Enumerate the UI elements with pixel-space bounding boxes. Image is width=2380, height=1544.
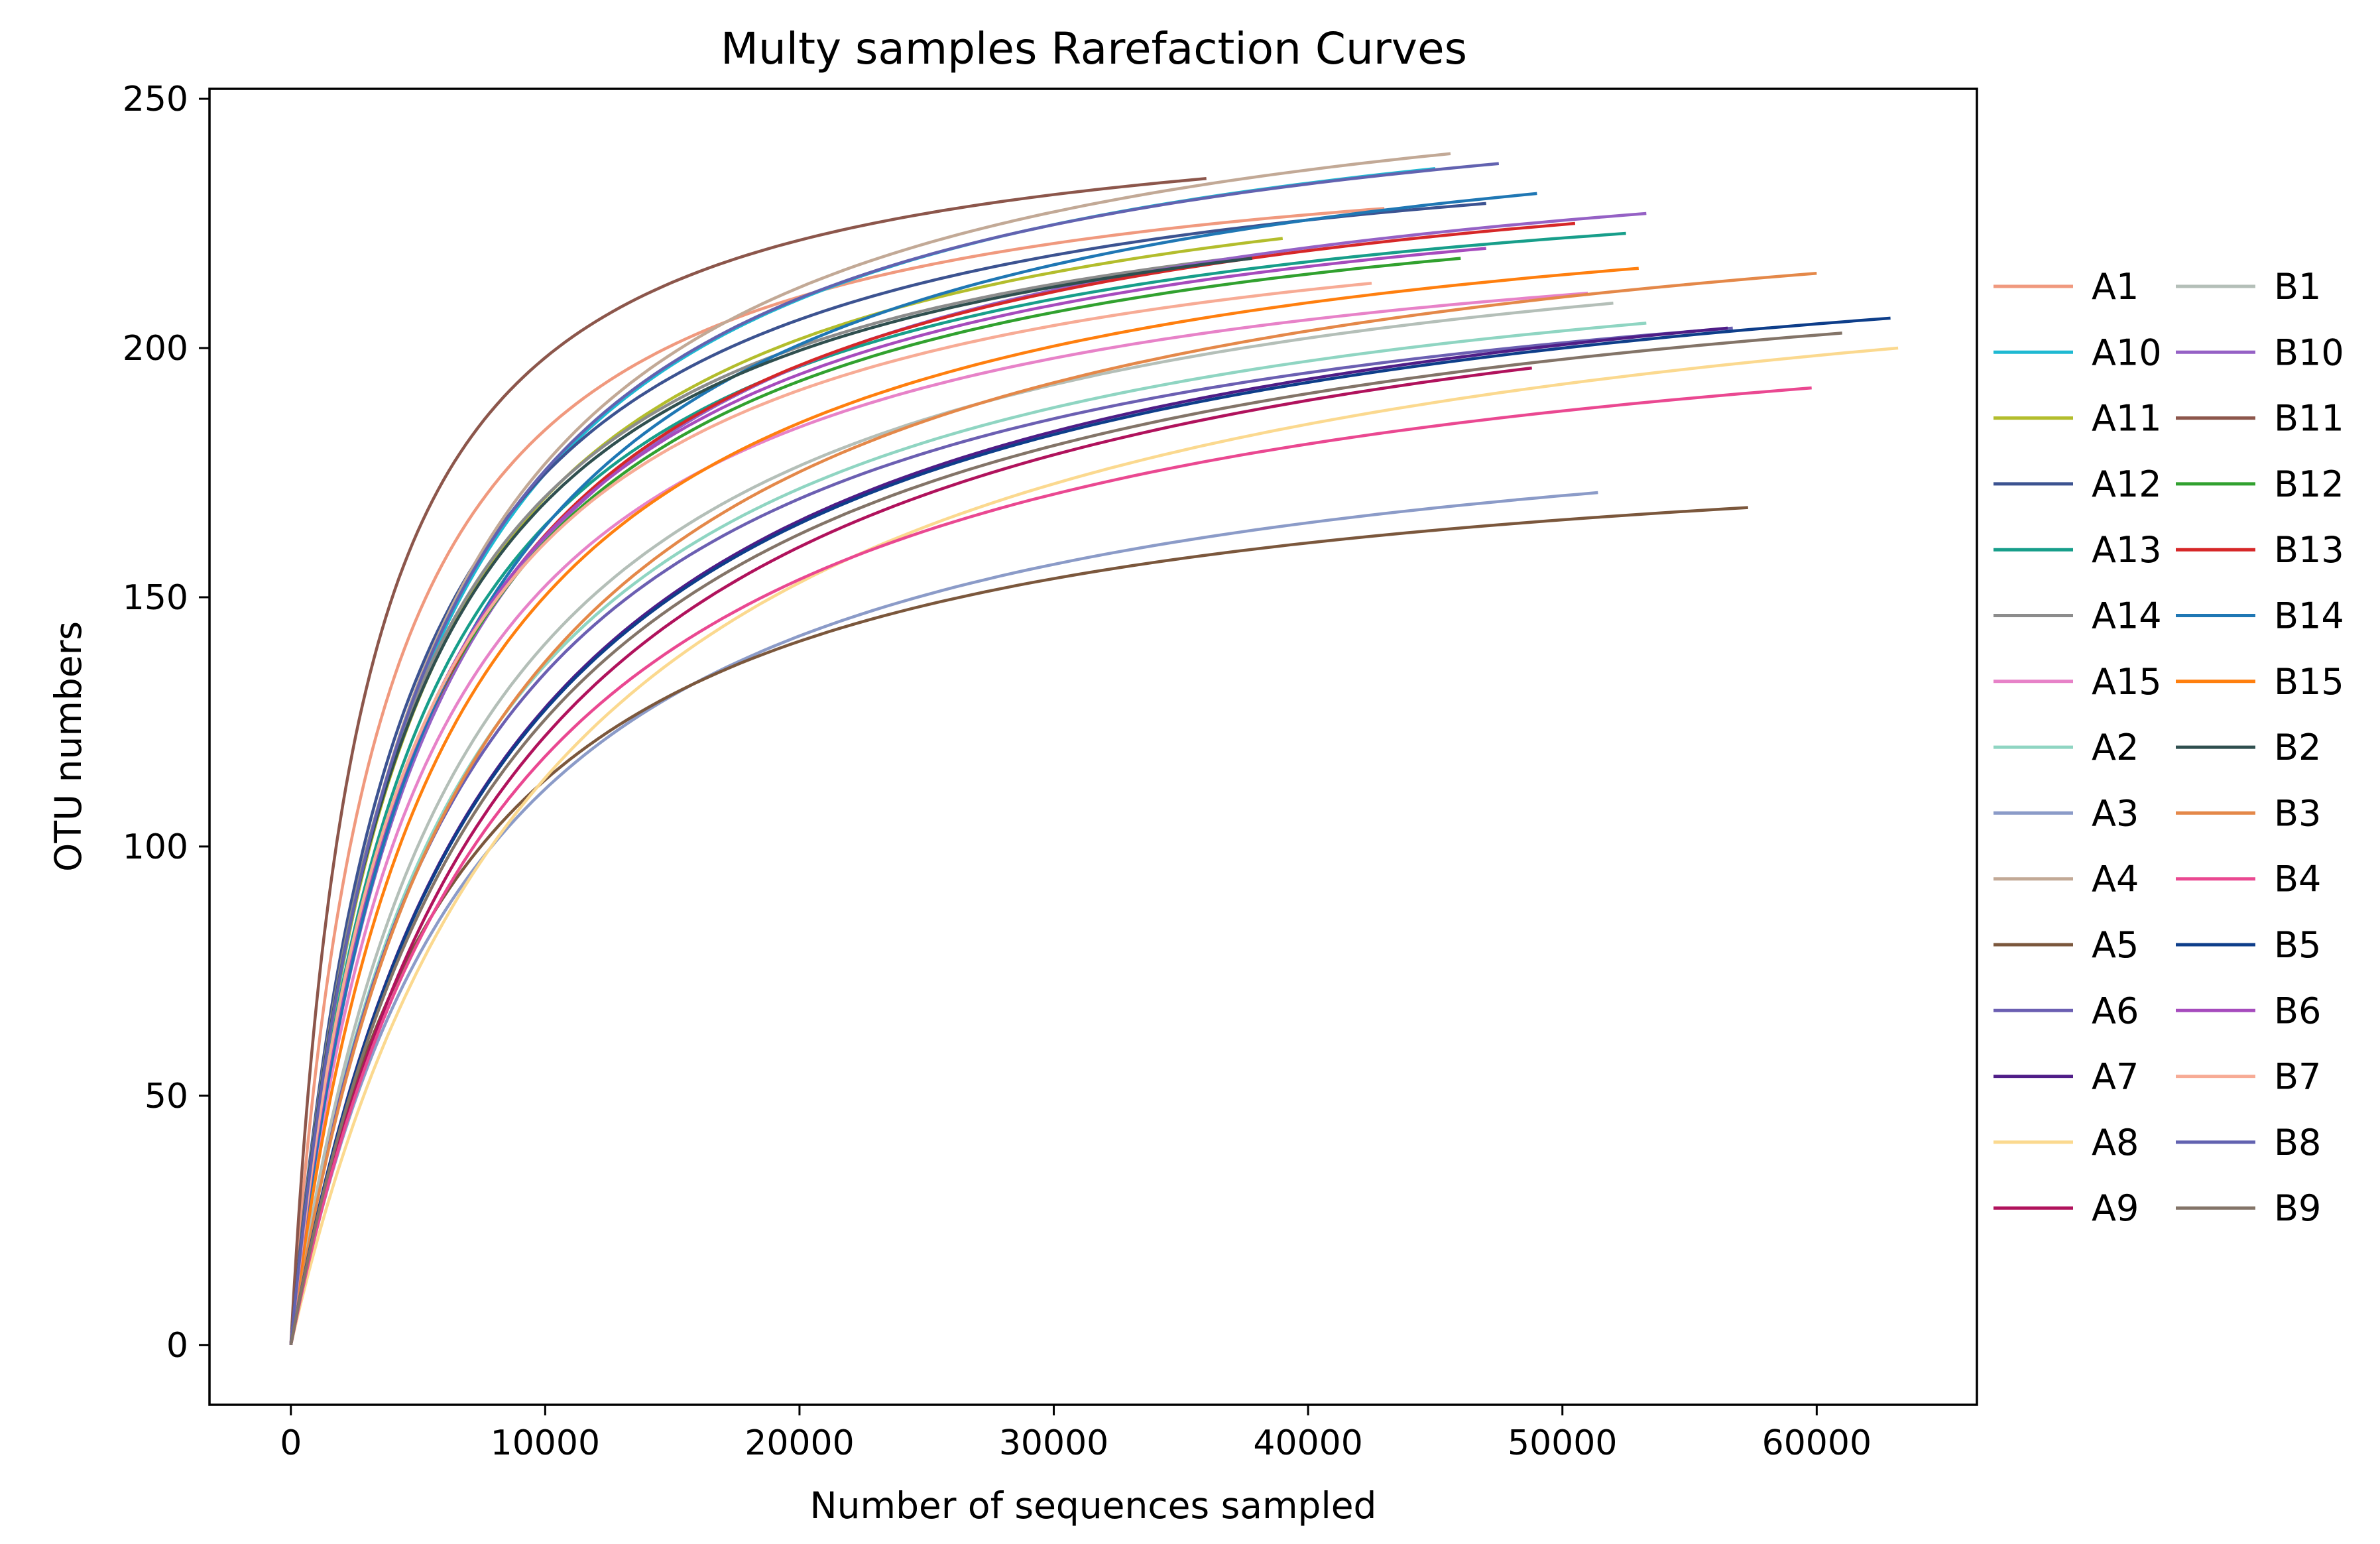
x-tick-label: 40000 bbox=[1253, 1423, 1362, 1463]
series-line-b8 bbox=[289, 162, 1500, 1346]
y-tick-label: 150 bbox=[123, 578, 188, 618]
y-tick-label: 50 bbox=[145, 1077, 188, 1116]
x-tick-label: 30000 bbox=[999, 1423, 1108, 1463]
legend-label: A4 bbox=[2092, 859, 2139, 900]
y-tick-label: 100 bbox=[123, 827, 188, 867]
plot-area-frame bbox=[208, 88, 1978, 1406]
legend-label: A1 bbox=[2092, 266, 2139, 308]
y-tick-label: 250 bbox=[123, 80, 188, 119]
legend-label: B12 bbox=[2274, 463, 2344, 505]
x-tick-label: 60000 bbox=[1762, 1423, 1872, 1463]
y-tick-label: 0 bbox=[166, 1326, 188, 1366]
legend-item-b4: B4 bbox=[2176, 859, 2321, 900]
y-axis-ticks: 0 50 100 150 200 250 bbox=[123, 80, 209, 1366]
legend-item-a10: A10 bbox=[1993, 331, 2162, 373]
legend-item-a5: A5 bbox=[1993, 924, 2139, 966]
series-layer bbox=[289, 152, 1899, 1346]
legend-item-a11: A11 bbox=[1993, 398, 2162, 440]
legend-item-a6: A6 bbox=[1993, 990, 2139, 1032]
legend-item-b2: B2 bbox=[2176, 727, 2321, 768]
legend-item-a12: A12 bbox=[1993, 463, 2162, 505]
legend-label: B9 bbox=[2274, 1187, 2321, 1229]
legend-item-b14: B14 bbox=[2176, 595, 2344, 637]
series-line-b15 bbox=[289, 267, 1639, 1346]
legend-label: B4 bbox=[2274, 859, 2321, 900]
legend-item-b13: B13 bbox=[2176, 529, 2344, 571]
x-tick-label: 20000 bbox=[744, 1423, 854, 1463]
legend-label: A10 bbox=[2092, 331, 2162, 373]
x-tick-label: 0 bbox=[280, 1423, 302, 1463]
legend-item-b9: B9 bbox=[2176, 1187, 2321, 1229]
chart-title: Multy samples Rarefaction Curves bbox=[721, 23, 1467, 74]
x-axis-label: Number of sequences sampled bbox=[810, 1484, 1377, 1527]
legend-label: B10 bbox=[2274, 331, 2344, 373]
legend-label: A11 bbox=[2092, 398, 2162, 440]
series-line-b7 bbox=[289, 281, 1372, 1346]
legend-label: B8 bbox=[2274, 1122, 2321, 1163]
legend-label: A8 bbox=[2092, 1122, 2139, 1163]
legend-label: A7 bbox=[2092, 1056, 2139, 1098]
legend-item-a9: A9 bbox=[1993, 1187, 2139, 1229]
legend-item-b10: B10 bbox=[2176, 331, 2344, 373]
legend-label: B13 bbox=[2274, 529, 2344, 571]
series-line-b4 bbox=[289, 386, 1812, 1346]
legend-label: A6 bbox=[2092, 990, 2139, 1032]
series-line-b3 bbox=[289, 271, 1817, 1346]
series-line-a1 bbox=[289, 207, 1385, 1346]
legend-item-b11: B11 bbox=[2176, 398, 2344, 440]
legend-item-a13: A13 bbox=[1993, 529, 2162, 571]
legend-label: B6 bbox=[2274, 990, 2321, 1032]
legend-label: B5 bbox=[2274, 924, 2321, 966]
legend-item-a14: A14 bbox=[1993, 595, 2162, 637]
legend-label: B11 bbox=[2274, 398, 2344, 440]
legend-label: A2 bbox=[2092, 727, 2139, 768]
y-axis-label: OTU numbers bbox=[47, 621, 89, 872]
legend-label: B15 bbox=[2274, 661, 2344, 703]
x-tick-label: 10000 bbox=[491, 1423, 600, 1463]
legend-label: A14 bbox=[2092, 595, 2162, 637]
legend-label: B14 bbox=[2274, 595, 2344, 637]
legend-item-b5: B5 bbox=[2176, 924, 2321, 966]
legend-item-a4: A4 bbox=[1993, 859, 2139, 900]
legend-label: A12 bbox=[2092, 463, 2162, 505]
x-tick-label: 50000 bbox=[1508, 1423, 1617, 1463]
legend: A1 A10 A11 A12 A13 A14 A15 A2 A3 A4 A5 A6 A7 A8 A9 B1 B1… bbox=[1993, 266, 2344, 1229]
legend-label: A13 bbox=[2092, 529, 2162, 571]
series-line-b11 bbox=[289, 177, 1207, 1346]
legend-label: A15 bbox=[2092, 661, 2162, 703]
y-tick-label: 200 bbox=[123, 329, 188, 369]
legend-label: A3 bbox=[2092, 792, 2139, 834]
series-line-b9 bbox=[289, 331, 1842, 1346]
legend-item-a8: A8 bbox=[1993, 1122, 2139, 1163]
legend-item-b7: B7 bbox=[2176, 1056, 2321, 1098]
series-line-a8 bbox=[289, 346, 1899, 1346]
legend-item-a7: A7 bbox=[1993, 1056, 2139, 1098]
legend-item-a3: A3 bbox=[1993, 792, 2139, 834]
legend-label: B2 bbox=[2274, 727, 2321, 768]
legend-label: A5 bbox=[2092, 924, 2139, 966]
legend-item-b15: B15 bbox=[2176, 661, 2344, 703]
legend-label: B1 bbox=[2274, 266, 2321, 308]
legend-label: B3 bbox=[2274, 792, 2321, 834]
legend-item-a1: A1 bbox=[1993, 266, 2139, 308]
legend-item-b1: B1 bbox=[2176, 266, 2321, 308]
legend-item-b8: B8 bbox=[2176, 1122, 2321, 1163]
x-axis-ticks: 0 10000 20000 30000 40000 50000 60000 bbox=[280, 1405, 1872, 1463]
legend-item-a2: A2 bbox=[1993, 727, 2139, 768]
legend-item-a15: A15 bbox=[1993, 661, 2162, 703]
legend-label: A9 bbox=[2092, 1187, 2139, 1229]
legend-item-b12: B12 bbox=[2176, 463, 2344, 505]
series-line-b1 bbox=[289, 302, 1614, 1346]
legend-label: B7 bbox=[2274, 1056, 2321, 1098]
legend-item-b3: B3 bbox=[2176, 792, 2321, 834]
legend-item-b6: B6 bbox=[2176, 990, 2321, 1032]
